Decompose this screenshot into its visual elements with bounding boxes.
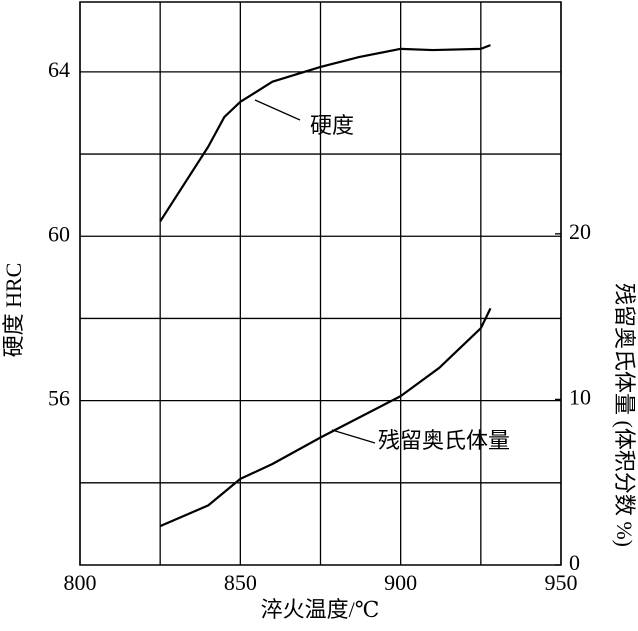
y-tick-label: 56 bbox=[48, 386, 70, 411]
series-label: 残留奥氏体量 bbox=[378, 428, 510, 453]
x-tick-label: 850 bbox=[224, 570, 257, 595]
series-line bbox=[159, 307, 492, 528]
y2-tick-label: 10 bbox=[569, 384, 591, 409]
series-label: 硬度 bbox=[310, 113, 354, 138]
leader-line bbox=[254, 99, 301, 121]
x-tick-label: 800 bbox=[64, 570, 97, 595]
y-axis-label: 硬度 HRC bbox=[1, 263, 26, 358]
x-tick-label: 900 bbox=[384, 570, 417, 595]
x-axis-label: 淬火温度/℃ bbox=[261, 597, 380, 622]
series-line bbox=[159, 44, 491, 223]
y2-tick-label: 20 bbox=[569, 219, 591, 244]
y-tick-label: 64 bbox=[48, 57, 70, 82]
x-tick-label: 950 bbox=[545, 570, 578, 595]
leader-line bbox=[331, 429, 376, 444]
y2-axis-label: 残留奥氏体量 (体积分数 %) bbox=[612, 283, 637, 547]
y-tick-label: 60 bbox=[48, 221, 70, 246]
y2-tick-label: 0 bbox=[569, 550, 580, 575]
